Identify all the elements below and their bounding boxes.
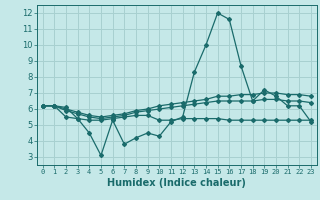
X-axis label: Humidex (Indice chaleur): Humidex (Indice chaleur) — [108, 178, 246, 188]
